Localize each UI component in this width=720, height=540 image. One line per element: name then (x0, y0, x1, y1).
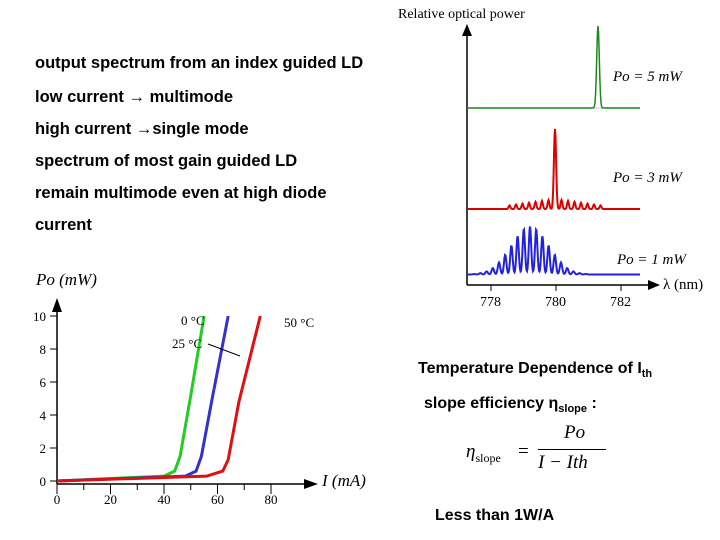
pi-x-tick-label: 60 (211, 492, 224, 507)
spectrum-curve-1mw (467, 226, 640, 276)
eq-fraction-bar (538, 449, 606, 450)
pi-x-tick-label: 40 (158, 492, 171, 507)
spectrum-y-arrow (462, 24, 472, 36)
pi-x-arrow (304, 479, 318, 489)
pi-series-line-0 (56, 315, 206, 483)
pi-series-label-50c: 50 °C (284, 315, 314, 330)
slope-tail: : (587, 395, 597, 412)
note-line-3: high current →single mode (35, 120, 249, 138)
spectrum-curve-3mw (467, 128, 640, 210)
spectrum-curve-5mw (467, 25, 640, 109)
pi-y-tick-label: 6 (40, 375, 47, 390)
spectrum-label-3mw: Po = 3 mW (612, 170, 683, 186)
eq-numerator: Po (564, 422, 586, 443)
spectrum-tick-label: 780 (545, 295, 566, 310)
pi-series-label-25c: 25 °C (172, 336, 202, 351)
pi-x-tick-label: 20 (104, 492, 117, 507)
eq-denominator: I − Ith (538, 452, 588, 473)
pi-x-tick-label: 0 (54, 492, 61, 507)
slope-text: slope efficiency η (424, 395, 559, 412)
spectrum-xlabel: λ (nm) (663, 277, 703, 293)
pi-y-tick-label: 4 (40, 408, 47, 423)
pi-leader-25c (207, 343, 241, 357)
note-line-1: output spectrum from an index guided LD (35, 54, 364, 72)
note-line-2: low current → multimode (35, 88, 234, 106)
pi-y-tick-label: 0 (40, 474, 47, 489)
temperature-title-text: Temperature Dependence of I (418, 360, 642, 377)
note-line-4: spectrum of most gain guided LD (35, 152, 298, 170)
spectrum-tick-label: 778 (480, 295, 501, 310)
pi-y-tick-label: 10 (33, 309, 46, 324)
slope-sub: slope (558, 403, 587, 416)
slope-equation: ηslope = Po I − Ith (466, 422, 616, 482)
pi-y-arrow (52, 298, 62, 312)
pi-ylabel: Po (mW) (35, 270, 97, 289)
conclusion-text: Less than 1W/A (435, 507, 555, 524)
pi-y-tick-label: 8 (40, 342, 47, 357)
eq-lhs: ηslope (466, 441, 501, 465)
spectrum-label-1mw: Po = 1 mW (616, 252, 687, 268)
temperature-title: Temperature Dependence of Ith (418, 360, 652, 380)
spectrum-tick-label: 782 (610, 295, 631, 310)
slope-efficiency-label: slope efficiency ηslope : (424, 395, 597, 415)
spectrum-x-arrow (648, 280, 660, 290)
pi-y-tick-label: 2 (40, 441, 47, 456)
pi-series-line-2 (56, 315, 262, 483)
pi-series-label-0c: 0 °C (181, 313, 205, 328)
spectrum-label-5mw: Po = 5 mW (612, 69, 683, 85)
pi-x-tick-label: 80 (265, 492, 278, 507)
temperature-title-sub: th (641, 368, 653, 381)
eq-equals: = (518, 441, 529, 462)
pi-series-line-1 (56, 315, 230, 483)
note-line-5: remain multimode even at high diode (35, 184, 327, 202)
spectrum-ylabel: Relative optical power (398, 7, 525, 22)
note-line-6: current (35, 216, 92, 234)
pi-xlabel: I (mA) (321, 471, 366, 490)
